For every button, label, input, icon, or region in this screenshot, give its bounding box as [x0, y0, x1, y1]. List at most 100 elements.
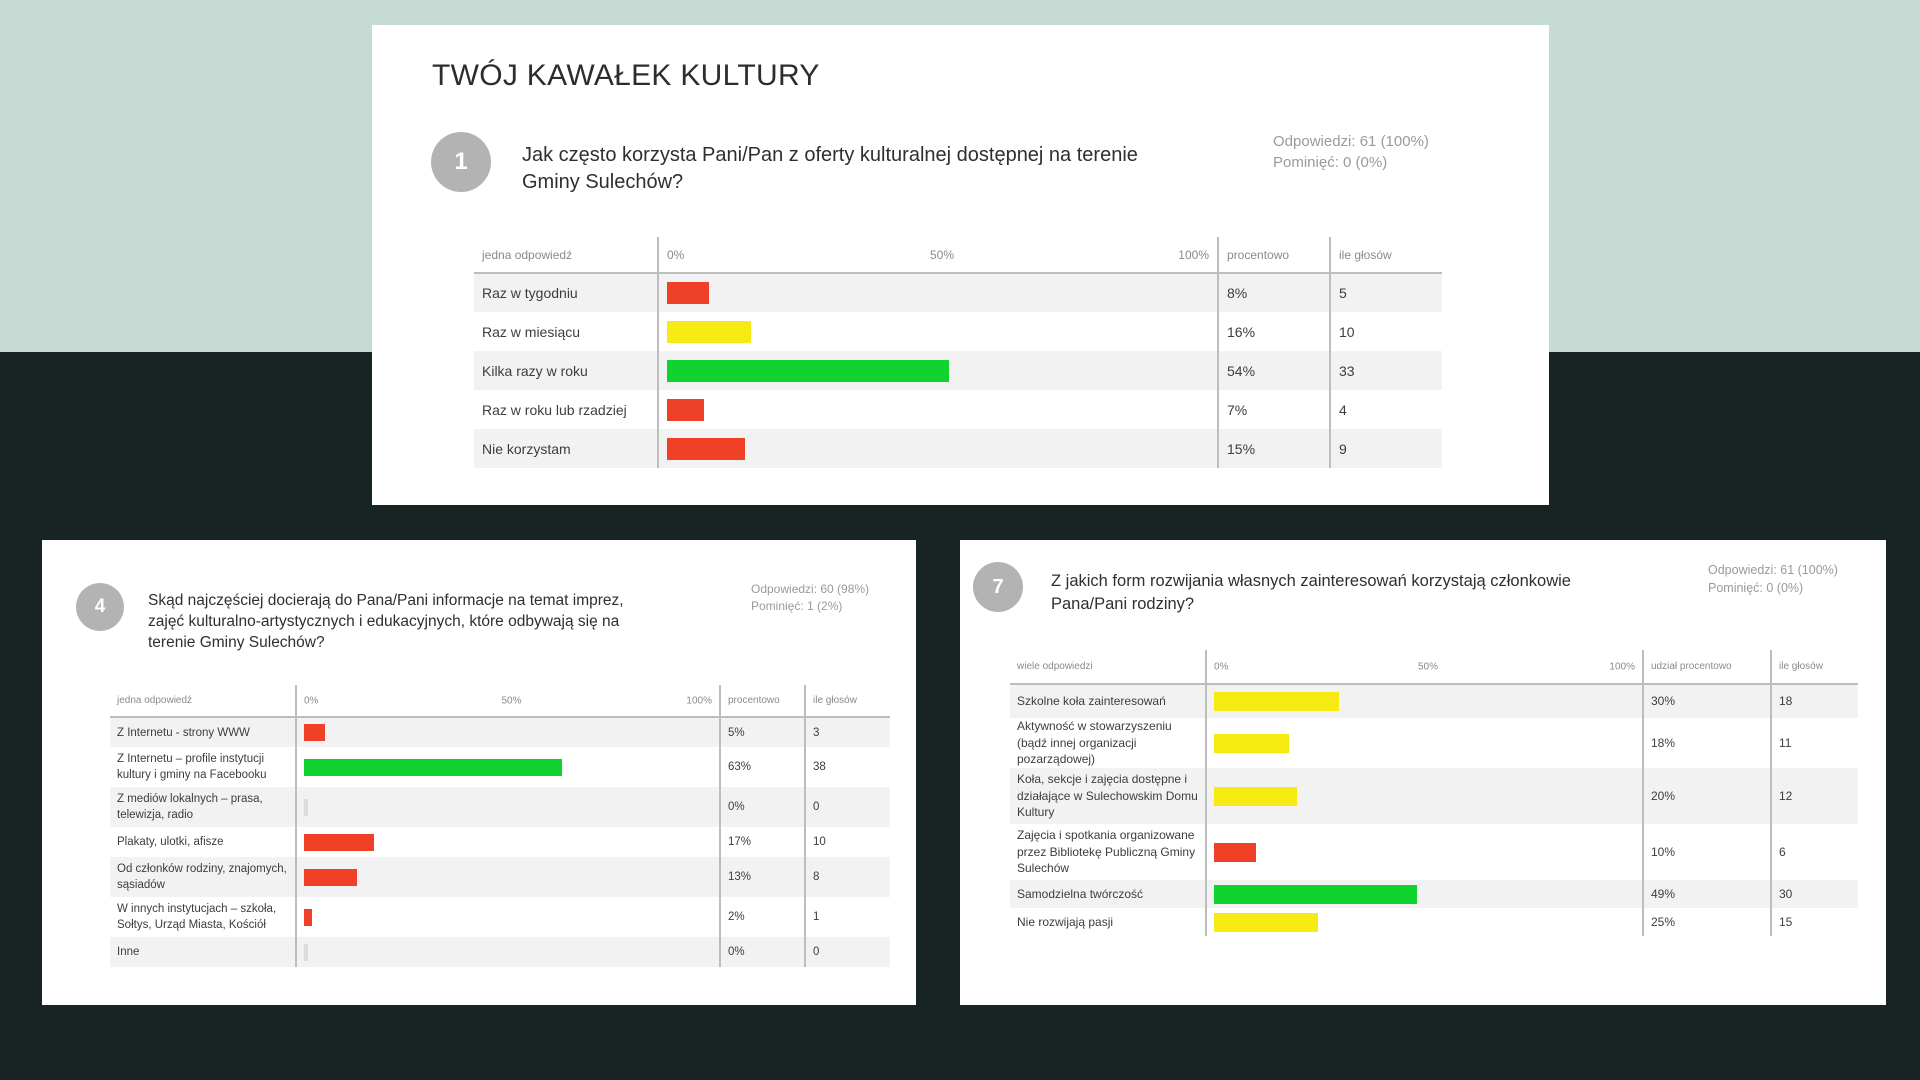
- page-title: TWÓJ KAWAŁEK KULTURY: [432, 59, 820, 92]
- percent-value: 0%: [719, 937, 805, 967]
- responses-count: Odpowiedzi: 61 (100%): [1273, 133, 1429, 150]
- votes-value: 33: [1329, 351, 1442, 390]
- percent-value: 18%: [1642, 718, 1771, 768]
- answer-label: Nie korzystam: [474, 429, 658, 468]
- votes-value: 18: [1770, 684, 1858, 718]
- header-answer: wiele odpowiedzi: [1010, 650, 1206, 685]
- scale-label-50: 50%: [929, 247, 955, 262]
- votes-value: 10: [1329, 312, 1442, 351]
- bar-cell: [295, 937, 720, 967]
- percent-value: 30%: [1642, 684, 1771, 718]
- response-stats: Odpowiedzi: 60 (98%) Pominięć: 1 (2%): [751, 581, 869, 615]
- scale-label-50: 50%: [501, 695, 522, 706]
- bar: [667, 398, 704, 421]
- percent-value: 16%: [1217, 312, 1330, 351]
- table-row: Raz w tygodniu 8% 5: [474, 273, 1442, 312]
- percent-value: 13%: [719, 857, 805, 897]
- scale-label-100: 100%: [686, 695, 712, 706]
- scale-label-0: 0%: [667, 247, 685, 262]
- header-percent: udział procentowo: [1642, 650, 1771, 685]
- percent-value: 25%: [1642, 908, 1771, 936]
- answer-label: Inne: [110, 937, 296, 967]
- bar: [667, 282, 709, 304]
- answer-label: Raz w roku lub rzadziej: [482, 401, 627, 418]
- bar-cell: [657, 312, 1218, 351]
- percent-value: 10%: [1642, 824, 1771, 880]
- bar-cell: [1205, 824, 1643, 880]
- scale-label-100: 100%: [1609, 661, 1635, 672]
- response-stats: Odpowiedzi: 61 (100%) Pominięć: 0 (0%): [1273, 131, 1429, 173]
- question-text: Skąd najczęściej docierają do Pana/Pani …: [148, 592, 624, 651]
- bar-cell: [1205, 684, 1643, 718]
- question-text: Z jakich form rozwijania własnych zainte…: [1051, 572, 1571, 613]
- votes-value: 38: [804, 747, 890, 787]
- answer-label: Z Internetu – profile instytucji kultury…: [117, 753, 267, 781]
- table-row: Plakaty, ulotki, afisze 17% 10: [110, 827, 890, 857]
- votes-value: 0: [804, 937, 890, 967]
- answer-label: Koła, sekcje i zajęcia dostępne i działa…: [1010, 768, 1206, 824]
- response-stats: Odpowiedzi: 61 (100%) Pominięć: 0 (0%): [1708, 561, 1838, 597]
- bar: [1214, 786, 1297, 806]
- bar: [304, 868, 357, 886]
- header-votes: ile głosów: [804, 685, 890, 718]
- table-row: W innych instytucjach – szkoła, Sołtys, …: [110, 897, 890, 937]
- bar-cell: [295, 827, 720, 857]
- table-row: Aktywność w stowarzyszeniu (bądź innej o…: [1010, 718, 1858, 768]
- bar-cell: [295, 857, 720, 897]
- answer-label: W innych instytucjach – szkoła, Sołtys, …: [117, 903, 277, 931]
- answer-label: Z mediów lokalnych – prasa, telewizja, r…: [110, 787, 296, 827]
- table-row: Raz w miesiącu 16% 10: [474, 312, 1442, 351]
- question-number-badge: 4: [76, 583, 124, 631]
- votes-value: 11: [1770, 718, 1858, 768]
- skipped-count: Pominięć: 0 (0%): [1273, 154, 1388, 171]
- votes-value: 15: [1770, 908, 1858, 936]
- bar: [304, 833, 374, 851]
- bar-cell: [657, 390, 1218, 429]
- bar-cell: [295, 717, 720, 747]
- answer-label: Od członków rodziny, znajomych, sąsiadów: [110, 857, 296, 897]
- bar: [1214, 842, 1256, 862]
- table-row: Kilka razy w roku 54% 33: [474, 351, 1442, 390]
- bar: [304, 943, 308, 961]
- table-row: Zajęcia i spotkania organizowane przez B…: [1010, 824, 1858, 880]
- table-row: Szkolne koła zainteresowań 30% 18: [1010, 684, 1858, 718]
- percent-value: 63%: [719, 747, 805, 787]
- votes-value: 6: [1770, 824, 1858, 880]
- votes-value: 5: [1329, 273, 1442, 312]
- answer-label: Aktywność w stowarzyszeniu (bądź innej o…: [1017, 719, 1172, 767]
- header-scale: 0% 50% 100%: [1205, 650, 1643, 685]
- table-row: Z Internetu – profile instytucji kultury…: [110, 747, 890, 787]
- responses-count: Odpowiedzi: 60 (98%): [751, 582, 870, 596]
- bar-cell: [1205, 768, 1643, 824]
- bar-cell: [657, 273, 1218, 312]
- bar: [667, 359, 949, 382]
- scale-label-0: 0%: [1214, 661, 1229, 672]
- scale-label-0: 0%: [304, 695, 319, 706]
- question-text: Jak często korzysta Pani/Pan z oferty ku…: [522, 144, 1138, 193]
- bar-cell: [657, 429, 1218, 468]
- answer-label: Zajęcia i spotkania organizowane przez B…: [1017, 828, 1196, 876]
- scale-label-100: 100%: [1178, 247, 1209, 262]
- header-percent: procentowo: [1217, 237, 1330, 274]
- answer-label: Samodzielna twórczość: [1010, 880, 1206, 908]
- bar: [667, 437, 745, 460]
- header-votes: ile głosów: [1770, 650, 1858, 685]
- bar: [304, 798, 308, 816]
- votes-value: 0: [804, 787, 890, 827]
- answer-label: Kilka razy w roku: [474, 351, 658, 390]
- question-card-7: 7 Z jakich form rozwijania własnych zain…: [960, 540, 1886, 1005]
- answer-label: Plakaty, ulotki, afisze: [117, 836, 224, 848]
- percent-value: 5%: [719, 717, 805, 747]
- table-row: Koła, sekcje i zajęcia dostępne i działa…: [1010, 768, 1858, 824]
- percent-value: 15%: [1217, 429, 1330, 468]
- bar: [1214, 733, 1289, 753]
- answer-label: Szkolne koła zainteresowań: [1010, 684, 1206, 718]
- percent-value: 20%: [1642, 768, 1771, 824]
- answer-label: Raz w miesiącu: [482, 323, 581, 340]
- scale-label-50: 50%: [1417, 661, 1439, 672]
- votes-value: 8: [804, 857, 890, 897]
- table-row: Raz w roku lub rzadziej 7% 4: [474, 390, 1442, 429]
- header-scale: 0% 50% 100%: [657, 237, 1218, 274]
- question-card-1: TWÓJ KAWAŁEK KULTURY 1 Jak często korzys…: [372, 25, 1549, 505]
- table-row: Nie rozwijają pasji 25% 15: [1010, 908, 1858, 936]
